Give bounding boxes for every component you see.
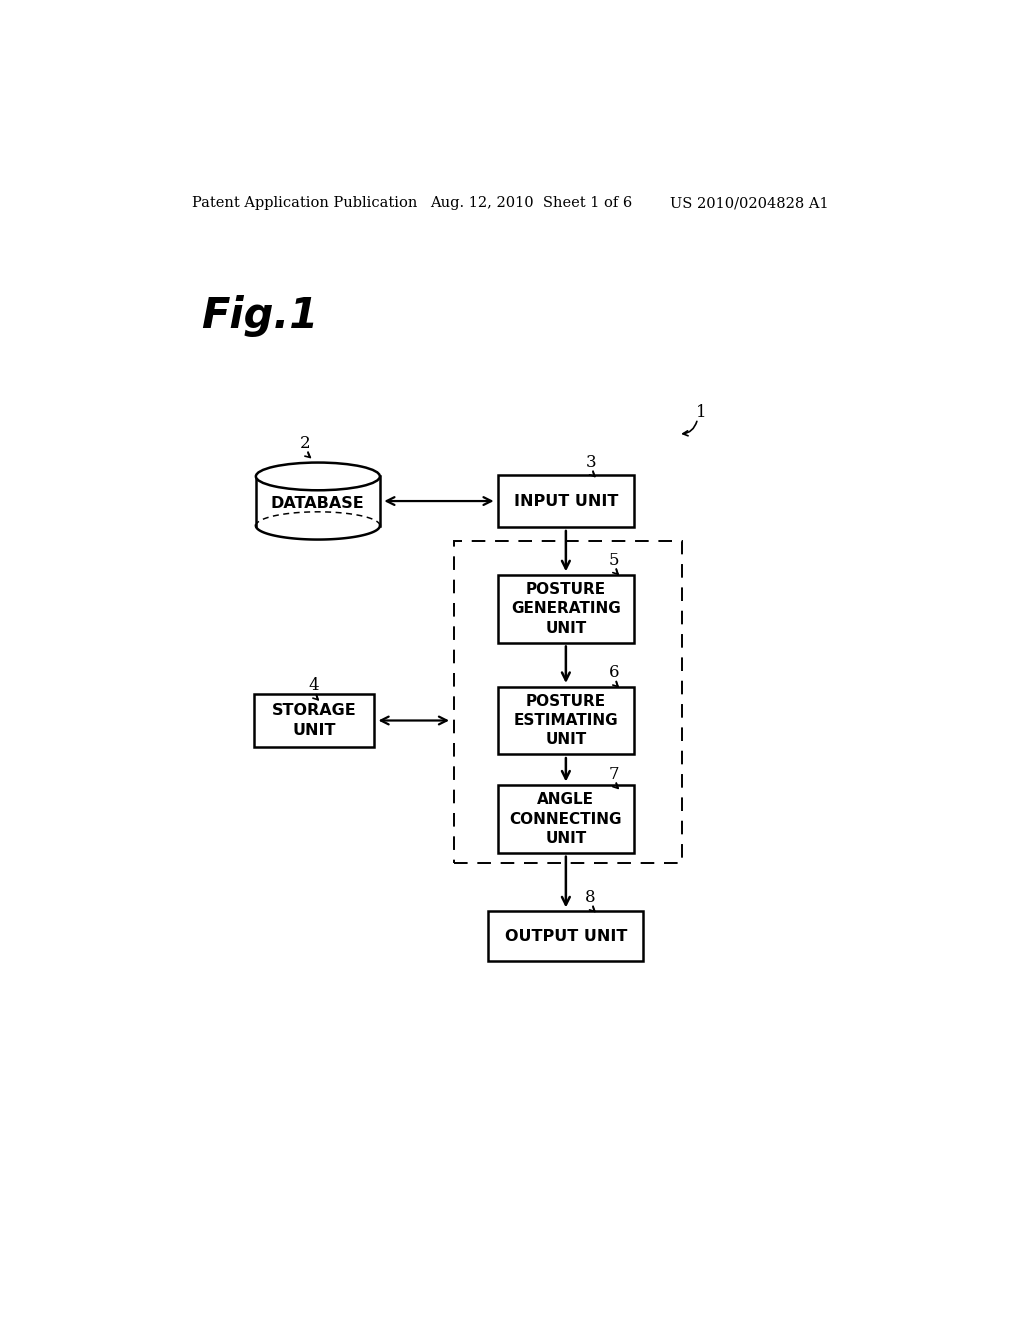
Bar: [488, 911, 643, 961]
Text: POSTURE
GENERATING
UNIT: POSTURE GENERATING UNIT: [511, 582, 621, 635]
Text: POSTURE
ESTIMATING
UNIT: POSTURE ESTIMATING UNIT: [514, 694, 618, 747]
Bar: [498, 475, 634, 527]
Bar: [498, 785, 634, 853]
Text: 1: 1: [696, 404, 707, 421]
Text: 8: 8: [586, 890, 596, 906]
Text: OUTPUT UNIT: OUTPUT UNIT: [505, 928, 627, 944]
Ellipse shape: [256, 462, 380, 490]
Text: Fig.1: Fig.1: [202, 296, 318, 337]
Text: ANGLE
CONNECTING
UNIT: ANGLE CONNECTING UNIT: [510, 792, 623, 846]
Text: 6: 6: [608, 664, 620, 681]
Text: STORAGE
UNIT: STORAGE UNIT: [271, 704, 356, 738]
Bar: [498, 686, 634, 755]
Text: 2: 2: [299, 434, 310, 451]
Text: 3: 3: [586, 454, 596, 471]
Bar: [498, 576, 634, 643]
Bar: [454, 541, 682, 863]
Text: DATABASE: DATABASE: [271, 496, 365, 511]
Text: Aug. 12, 2010  Sheet 1 of 6: Aug. 12, 2010 Sheet 1 of 6: [430, 197, 633, 210]
Text: US 2010/0204828 A1: US 2010/0204828 A1: [671, 197, 829, 210]
Text: 4: 4: [308, 677, 319, 694]
Text: 7: 7: [608, 766, 620, 783]
Text: 5: 5: [608, 552, 620, 569]
Bar: [254, 694, 374, 747]
Text: Patent Application Publication: Patent Application Publication: [191, 197, 417, 210]
Text: INPUT UNIT: INPUT UNIT: [514, 494, 618, 508]
